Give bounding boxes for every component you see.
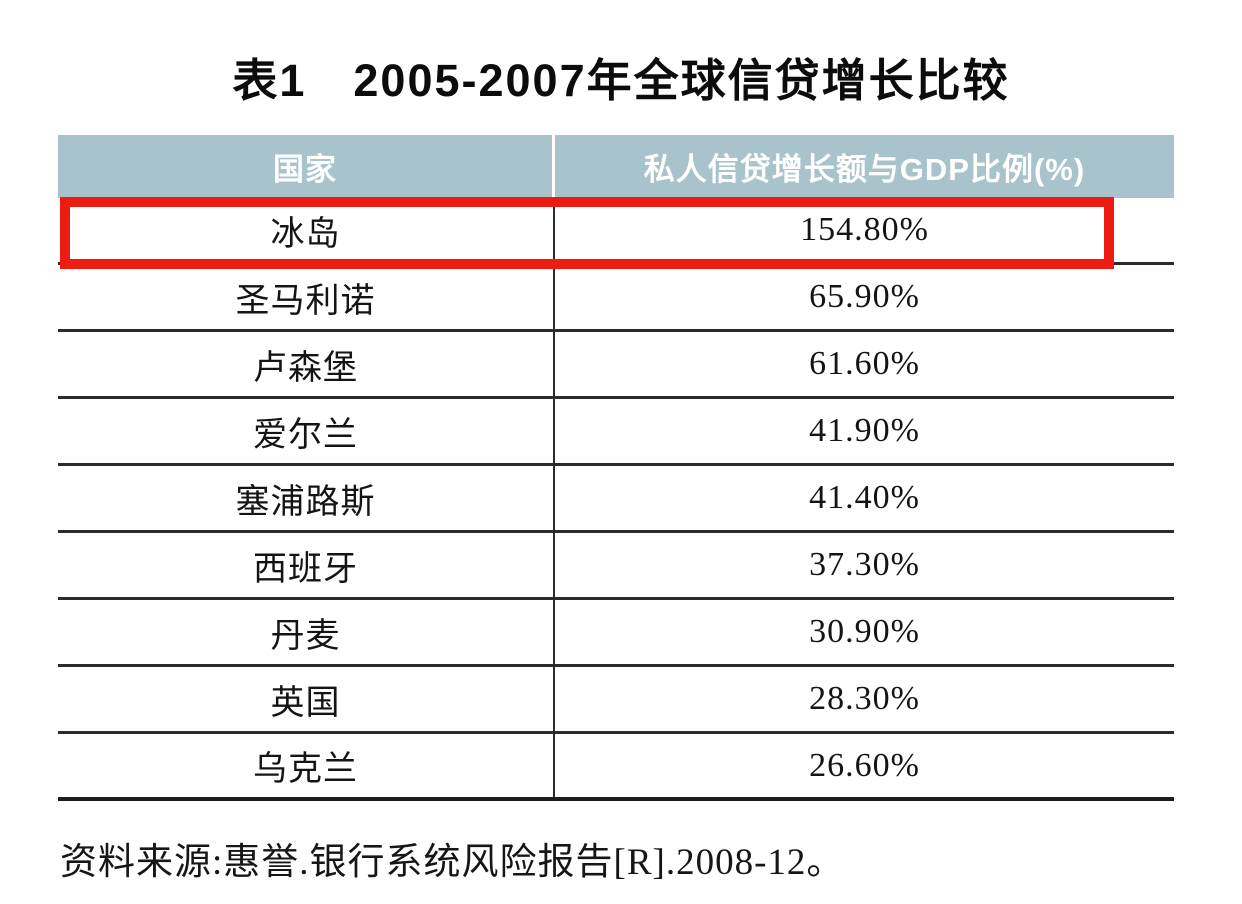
country-cell: 冰岛 (58, 198, 555, 262)
value-cell: 65.90% (809, 278, 920, 315)
value-cell: 61.60% (809, 345, 920, 382)
header-cell-country: 国家 (58, 135, 555, 198)
source-note: 资料来源:惠誉.银行系统风险报告[R].2008-12。 (60, 842, 845, 883)
table-row: 英国 28.30% (58, 667, 1174, 734)
country-cell: 丹麦 (58, 600, 555, 664)
table-row: 爱尔兰 41.90% (58, 399, 1174, 466)
country-cell: 英国 (58, 667, 555, 731)
header-cell-ratio: 私人信贷增长额与GDP比例(%) (643, 152, 1086, 187)
table-row: 冰岛 154.80% (58, 198, 1174, 265)
country-cell: 西班牙 (58, 533, 555, 597)
value-cell: 37.30% (809, 546, 920, 583)
country-cell: 乌克兰 (58, 734, 555, 797)
table-body: 冰岛 154.80% 圣马利诺 65.90% 卢森堡 61.60% 爱尔兰 41… (58, 198, 1174, 801)
value-cell: 30.90% (809, 613, 920, 650)
table-row: 丹麦 30.90% (58, 600, 1174, 667)
table-row: 乌克兰 26.60% (58, 734, 1174, 801)
value-cell: 154.80% (800, 211, 929, 248)
table-header-row: 国家 私人信贷增长额与GDP比例(%) (58, 135, 1174, 198)
country-cell: 圣马利诺 (58, 265, 555, 329)
value-cell: 28.30% (809, 680, 920, 717)
country-cell: 卢森堡 (58, 332, 555, 396)
page-title: 表1 2005-2007年全球信贷增长比较 (232, 55, 1010, 106)
table-row: 塞浦路斯 41.40% (58, 466, 1174, 533)
value-cell: 41.90% (809, 412, 920, 449)
data-table: 国家 私人信贷增长额与GDP比例(%) 冰岛 154.80% 圣马利诺 65.9… (58, 135, 1174, 801)
country-cell: 爱尔兰 (58, 399, 555, 463)
value-cell: 26.60% (809, 746, 920, 784)
value-cell: 41.40% (809, 479, 920, 516)
table-row: 圣马利诺 65.90% (58, 265, 1174, 332)
country-cell: 塞浦路斯 (58, 466, 555, 530)
table-row: 西班牙 37.30% (58, 533, 1174, 600)
table-row: 卢森堡 61.60% (58, 332, 1174, 399)
